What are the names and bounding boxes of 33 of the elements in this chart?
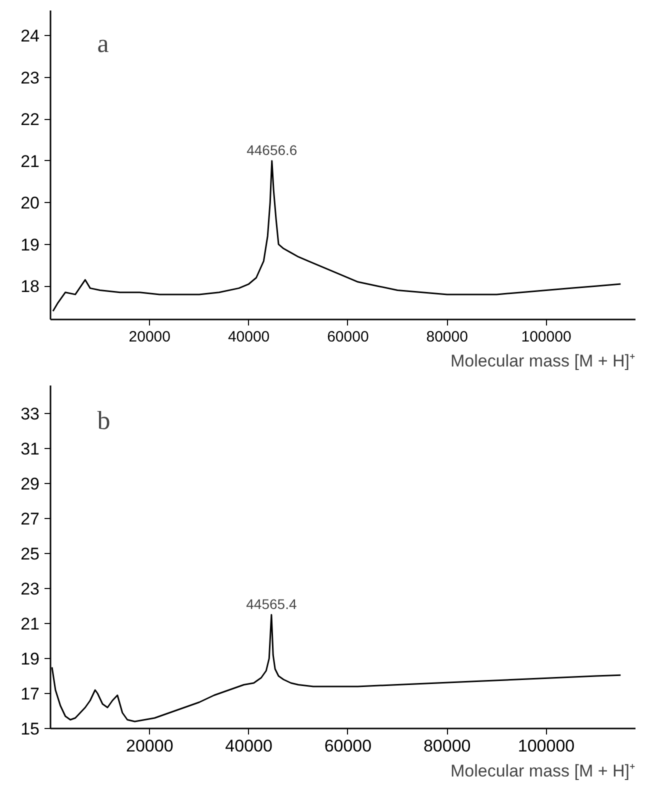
x-tick-label: 100000 — [521, 328, 572, 346]
y-tick-label: 19 — [20, 650, 40, 668]
x-tick-label: 40000 — [228, 328, 270, 346]
y-tick-label: 23 — [20, 68, 40, 88]
x-axis-title: Molecular mass [M + H]⁺ — [450, 762, 636, 780]
x-tick-label: 60000 — [324, 736, 372, 756]
annotation: 44565.4 — [246, 596, 297, 612]
y-tick-label: 18 — [20, 277, 40, 296]
annotation: 44656.6 — [246, 142, 298, 158]
y-tick-label: 23 — [20, 580, 40, 598]
y-tick-label: 33 — [20, 404, 40, 424]
y-tick-label: 31 — [20, 440, 40, 458]
x-tick-label: 20000 — [126, 736, 174, 756]
y-tick-label: 21 — [20, 614, 40, 634]
y-tick-label: 24 — [20, 26, 40, 46]
y-tick-label: 22 — [20, 110, 40, 130]
x-tick-label: 80000 — [426, 328, 468, 346]
y-tick-label: 17 — [20, 684, 40, 704]
x-tick-label: 80000 — [423, 736, 471, 756]
y-tick-label: 19 — [20, 235, 40, 254]
x-tick-label: 60000 — [327, 328, 369, 346]
x-axis-title: Molecular mass [M + H]⁺ — [450, 352, 636, 370]
x-tick-label: 20000 — [128, 328, 171, 346]
x-tick-label: 100000 — [518, 736, 575, 756]
y-tick-label: 25 — [20, 544, 40, 564]
y-tick-label: 15 — [20, 720, 40, 738]
x-tick-label: 40000 — [225, 736, 272, 756]
y-tick-label: 29 — [20, 474, 40, 494]
text: a — [97, 29, 110, 58]
y-tick-label: 21 — [20, 152, 40, 171]
y-tick-label: 20 — [20, 194, 40, 213]
text: b — [97, 406, 110, 436]
y-tick-label: 27 — [20, 510, 40, 528]
